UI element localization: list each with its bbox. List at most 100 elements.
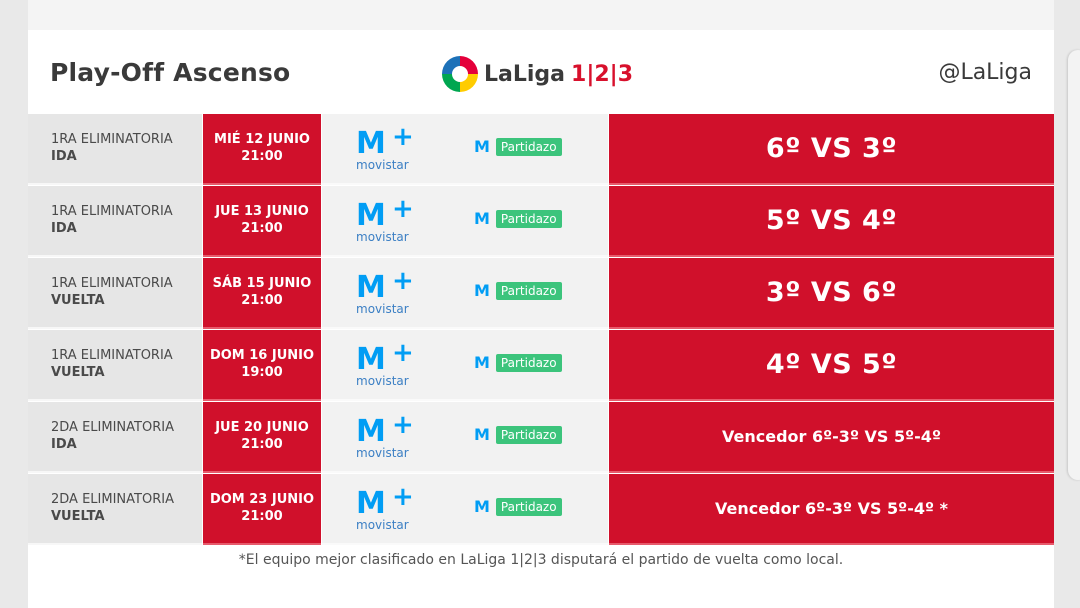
partidazo-logo: M Partidazo [474, 425, 562, 444]
leg-label: IDA [51, 221, 77, 236]
date-label: MIÉ 12 JUNIO [214, 132, 310, 147]
laliga-ball-icon [442, 56, 478, 92]
logo-text: LaLiga [484, 61, 566, 87]
movistar-m-icon: M [356, 414, 386, 449]
schedule-row: 1RA ELIMINATORIA IDA JUE 13 JUNIO 21:00 … [28, 186, 1054, 257]
match-cell: 4º VS 5º [609, 330, 1054, 401]
date-cell: JUE 13 JUNIO 21:00 [203, 186, 321, 257]
tv-cell: M + movistar M Partidazo [322, 114, 608, 185]
time-label: 21:00 [241, 437, 283, 452]
movistar-brand: movistar [356, 446, 409, 460]
date-label: SÁB 15 JUNIO [212, 276, 312, 291]
schedule-row: 2DA ELIMINATORIA IDA JUE 20 JUNIO 21:00 … [28, 402, 1054, 473]
movistar-plus-logo: M + movistar [356, 410, 420, 462]
partidazo-logo: M Partidazo [474, 353, 562, 372]
movistar-m-icon: M [356, 342, 386, 377]
plus-icon: + [392, 194, 414, 224]
partidazo-badge: Partidazo [495, 209, 562, 228]
date-label: DOM 23 JUNIO [209, 492, 315, 507]
schedule-card: Play-Off Ascenso LaLiga 1|2|3 @LaLiga 1R… [28, 30, 1054, 608]
round-label: 1RA ELIMINATORIA [51, 204, 173, 219]
movistar-brand: movistar [356, 374, 409, 388]
movistar-brand: movistar [356, 302, 409, 316]
movistar-plus-logo: M + movistar [356, 194, 420, 246]
match-label: 6º VS 3º [765, 133, 898, 164]
time-label: 19:00 [241, 365, 283, 380]
leg-label: VUELTA [51, 365, 105, 380]
plus-icon: + [392, 410, 414, 440]
logo-number: 1|2|3 [571, 61, 634, 87]
date-cell: MIÉ 12 JUNIO 21:00 [203, 114, 321, 185]
leg-label: IDA [51, 149, 77, 164]
round-label: 2DA ELIMINATORIA [51, 492, 174, 507]
match-label: 5º VS 4º [765, 205, 898, 236]
movistar-brand: movistar [356, 158, 409, 172]
tv-cell: M + movistar M Partidazo [322, 474, 608, 545]
match-label: Vencedor 6º-3º VS 5º-4º * [715, 499, 948, 518]
round-label: 1RA ELIMINATORIA [51, 276, 173, 291]
side-panel-edge[interactable] [1068, 50, 1080, 480]
match-cell: 6º VS 3º [609, 114, 1054, 185]
movistar-m-icon: M [474, 137, 490, 156]
match-label: 4º VS 5º [765, 349, 898, 380]
tv-cell: M + movistar M Partidazo [322, 186, 608, 257]
leg-label: VUELTA [51, 293, 105, 308]
plus-icon: + [392, 338, 414, 368]
date-label: JUE 20 JUNIO [215, 420, 309, 435]
movistar-brand: movistar [356, 518, 409, 532]
match-cell: Vencedor 6º-3º VS 5º-4º * [609, 474, 1054, 545]
partidazo-badge: Partidazo [495, 353, 562, 372]
round-cell: 2DA ELIMINATORIA IDA [28, 402, 202, 473]
movistar-m-icon: M [474, 497, 490, 516]
round-cell: 2DA ELIMINATORIA VUELTA [28, 474, 202, 545]
leg-label: VUELTA [51, 509, 105, 524]
plus-icon: + [392, 266, 414, 296]
movistar-plus-logo: M + movistar [356, 338, 420, 390]
partidazo-badge: Partidazo [495, 497, 562, 516]
card-header: Play-Off Ascenso LaLiga 1|2|3 @LaLiga [28, 30, 1054, 114]
round-label: 1RA ELIMINATORIA [51, 132, 173, 147]
tv-cell: M + movistar M Partidazo [322, 402, 608, 473]
date-cell: DOM 16 JUNIO 19:00 [203, 330, 321, 401]
plus-icon: + [392, 482, 414, 512]
movistar-m-icon: M [474, 209, 490, 228]
date-cell: JUE 20 JUNIO 21:00 [203, 402, 321, 473]
top-strip [28, 0, 1054, 30]
round-cell: 1RA ELIMINATORIA IDA [28, 186, 202, 257]
page-title: Play-Off Ascenso [50, 58, 291, 87]
date-label: JUE 13 JUNIO [215, 204, 309, 219]
match-label: 3º VS 6º [765, 277, 898, 308]
partidazo-badge: Partidazo [495, 281, 562, 300]
partidazo-logo: M Partidazo [474, 209, 562, 228]
movistar-plus-logo: M + movistar [356, 122, 420, 174]
leg-label: IDA [51, 437, 77, 452]
movistar-m-icon: M [474, 425, 490, 444]
tv-cell: M + movistar M Partidazo [322, 258, 608, 329]
schedule-row: 1RA ELIMINATORIA VUELTA DOM 16 JUNIO 19:… [28, 330, 1054, 401]
time-label: 21:00 [241, 293, 283, 308]
round-cell: 1RA ELIMINATORIA VUELTA [28, 330, 202, 401]
partidazo-badge: Partidazo [495, 137, 562, 156]
laliga-logo: LaLiga 1|2|3 [442, 54, 633, 94]
date-cell: DOM 23 JUNIO 21:00 [203, 474, 321, 545]
movistar-plus-logo: M + movistar [356, 482, 420, 534]
date-cell: SÁB 15 JUNIO 21:00 [203, 258, 321, 329]
match-cell: 5º VS 4º [609, 186, 1054, 257]
partidazo-logo: M Partidazo [474, 497, 562, 516]
match-label: Vencedor 6º-3º VS 5º-4º [722, 427, 941, 446]
schedule-row: 1RA ELIMINATORIA VUELTA SÁB 15 JUNIO 21:… [28, 258, 1054, 329]
round-cell: 1RA ELIMINATORIA IDA [28, 114, 202, 185]
twitter-handle: @LaLiga [938, 60, 1032, 85]
movistar-brand: movistar [356, 230, 409, 244]
plus-icon: + [392, 122, 414, 152]
schedule-row: 2DA ELIMINATORIA VUELTA DOM 23 JUNIO 21:… [28, 474, 1054, 545]
movistar-m-icon: M [356, 486, 386, 521]
match-cell: Vencedor 6º-3º VS 5º-4º [609, 402, 1054, 473]
movistar-m-icon: M [356, 126, 386, 161]
partidazo-logo: M Partidazo [474, 137, 562, 156]
schedule-row: 1RA ELIMINATORIA IDA MIÉ 12 JUNIO 21:00 … [28, 114, 1054, 185]
movistar-m-icon: M [356, 198, 386, 233]
time-label: 21:00 [241, 149, 283, 164]
partidazo-badge: Partidazo [495, 425, 562, 444]
tv-cell: M + movistar M Partidazo [322, 330, 608, 401]
